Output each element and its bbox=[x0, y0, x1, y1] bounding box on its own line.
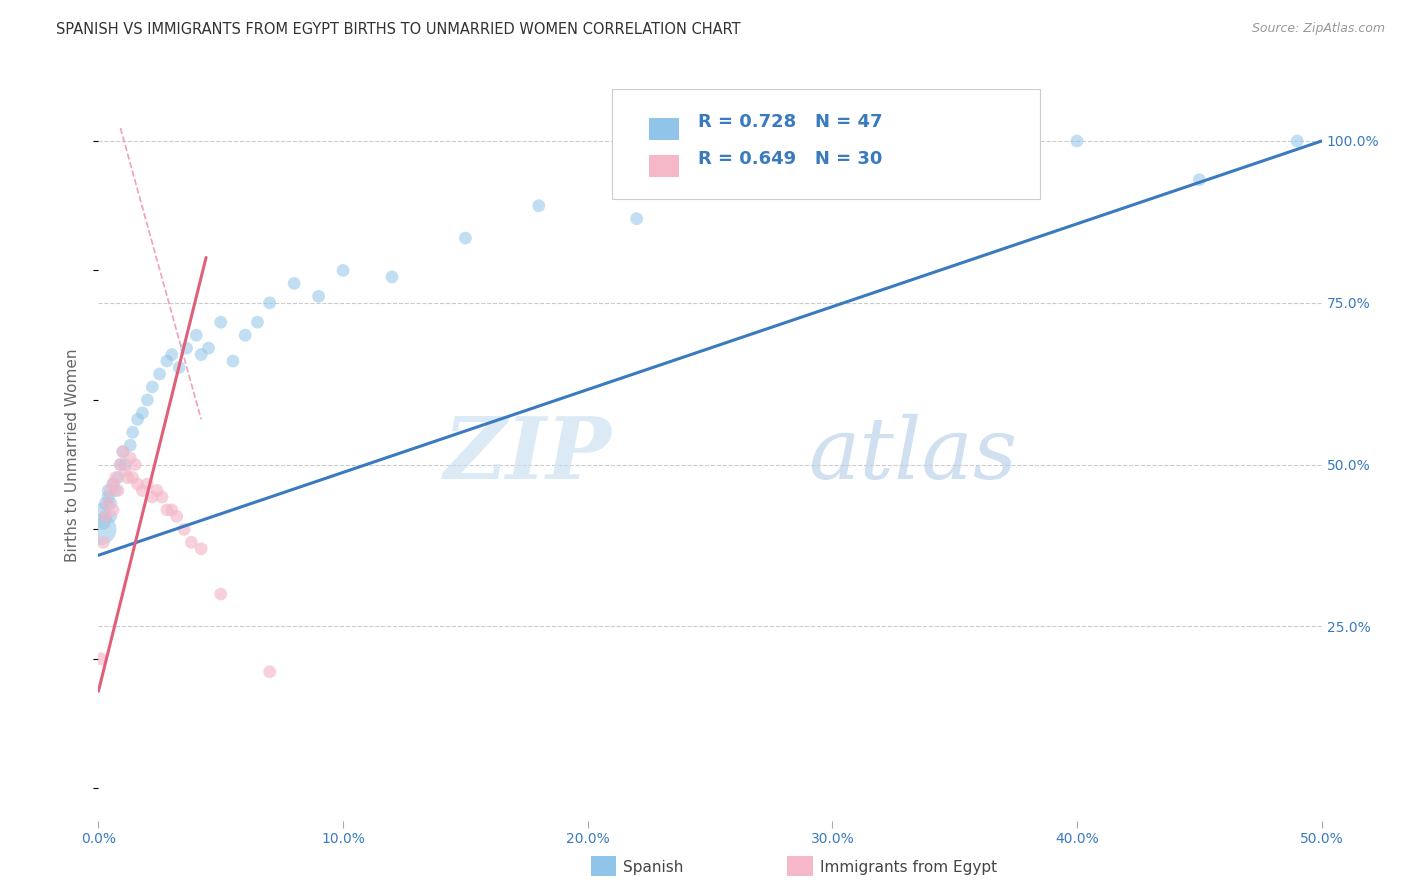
Point bbox=[156, 503, 179, 517]
Text: R = 0.728   N = 47: R = 0.728 N = 47 bbox=[697, 113, 883, 131]
Point bbox=[246, 315, 269, 329]
Point bbox=[110, 458, 132, 472]
Point bbox=[107, 470, 129, 484]
Point bbox=[1066, 134, 1088, 148]
Point bbox=[120, 438, 142, 452]
Point bbox=[94, 509, 117, 524]
Point bbox=[131, 483, 153, 498]
Point bbox=[160, 503, 183, 517]
Point bbox=[259, 295, 281, 310]
Point bbox=[156, 354, 179, 368]
Point bbox=[626, 211, 648, 226]
Point bbox=[120, 451, 142, 466]
Point bbox=[97, 490, 120, 504]
Point bbox=[104, 483, 127, 498]
Point bbox=[454, 231, 477, 245]
Point bbox=[91, 516, 114, 530]
Point bbox=[150, 490, 173, 504]
Point bbox=[136, 477, 159, 491]
Point bbox=[197, 341, 219, 355]
Point bbox=[332, 263, 354, 277]
Point bbox=[101, 503, 124, 517]
Point bbox=[1286, 134, 1309, 148]
Point bbox=[117, 470, 139, 484]
Point bbox=[141, 380, 163, 394]
Point bbox=[1188, 173, 1211, 187]
Point bbox=[233, 328, 256, 343]
Point bbox=[101, 477, 124, 491]
Text: ZIP: ZIP bbox=[444, 413, 612, 497]
Point bbox=[97, 483, 120, 498]
FancyBboxPatch shape bbox=[612, 89, 1040, 199]
Point bbox=[127, 412, 149, 426]
Point bbox=[121, 470, 143, 484]
Point bbox=[167, 360, 190, 375]
Y-axis label: Births to Unmarried Women: Births to Unmarried Women bbox=[65, 348, 80, 562]
Point bbox=[127, 477, 149, 491]
Point bbox=[173, 522, 195, 536]
Point bbox=[110, 458, 132, 472]
Point bbox=[107, 483, 129, 498]
Point bbox=[209, 587, 232, 601]
Point bbox=[283, 277, 305, 291]
Point bbox=[166, 509, 188, 524]
Point bbox=[100, 496, 122, 510]
Point bbox=[131, 406, 153, 420]
Point bbox=[146, 483, 169, 498]
Point bbox=[94, 496, 117, 510]
Point bbox=[97, 496, 120, 510]
Point bbox=[527, 199, 550, 213]
Point bbox=[845, 153, 868, 168]
Point bbox=[160, 348, 183, 362]
Text: Source: ZipAtlas.com: Source: ZipAtlas.com bbox=[1251, 22, 1385, 36]
Point bbox=[94, 509, 117, 524]
Point bbox=[91, 535, 114, 549]
Point bbox=[100, 509, 122, 524]
Point bbox=[90, 652, 112, 666]
Point bbox=[176, 341, 198, 355]
Text: atlas: atlas bbox=[808, 414, 1017, 496]
Point bbox=[149, 367, 172, 381]
Point bbox=[222, 354, 245, 368]
Point bbox=[90, 522, 112, 536]
Point bbox=[111, 444, 134, 458]
Point bbox=[121, 425, 143, 440]
Text: R = 0.649   N = 30: R = 0.649 N = 30 bbox=[697, 150, 882, 168]
FancyBboxPatch shape bbox=[650, 119, 679, 140]
Point bbox=[136, 392, 159, 407]
FancyBboxPatch shape bbox=[650, 155, 679, 177]
Point bbox=[114, 458, 136, 472]
Text: Immigrants from Egypt: Immigrants from Egypt bbox=[820, 860, 997, 874]
Point bbox=[180, 535, 202, 549]
Point bbox=[381, 269, 404, 284]
Point bbox=[259, 665, 281, 679]
Point bbox=[104, 470, 127, 484]
Point bbox=[186, 328, 208, 343]
Point bbox=[308, 289, 330, 303]
Point bbox=[111, 444, 134, 458]
Point bbox=[190, 541, 212, 556]
Point bbox=[100, 483, 122, 498]
Text: Spanish: Spanish bbox=[623, 860, 683, 874]
Point bbox=[190, 348, 212, 362]
Point bbox=[91, 503, 114, 517]
Point bbox=[114, 464, 136, 478]
Point bbox=[101, 477, 124, 491]
Point bbox=[967, 153, 990, 168]
Text: SPANISH VS IMMIGRANTS FROM EGYPT BIRTHS TO UNMARRIED WOMEN CORRELATION CHART: SPANISH VS IMMIGRANTS FROM EGYPT BIRTHS … bbox=[56, 22, 741, 37]
Point bbox=[124, 458, 146, 472]
Point bbox=[723, 173, 745, 187]
Point bbox=[209, 315, 232, 329]
Point bbox=[141, 490, 163, 504]
